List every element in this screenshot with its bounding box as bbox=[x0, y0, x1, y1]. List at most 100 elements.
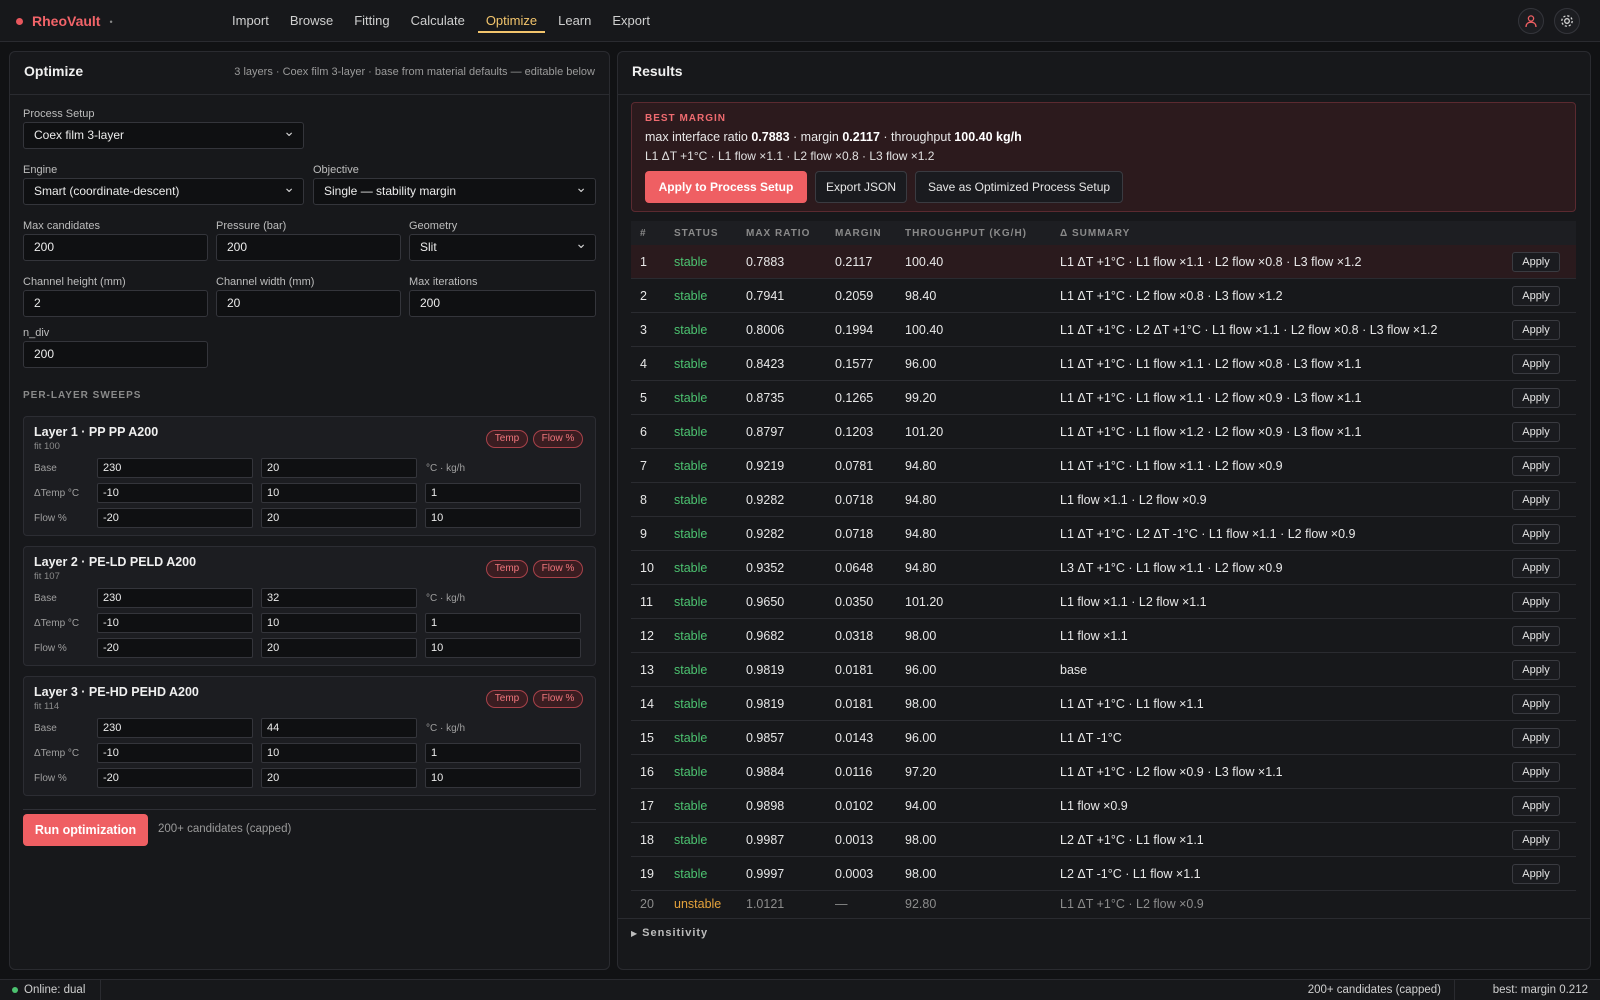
geometry-select[interactable]: Slit bbox=[409, 231, 596, 261]
table-row[interactable]: 15 stable 0.9857 0.0143 96.00 L1 ΔT -1°C Apply bbox=[631, 721, 1576, 755]
apply-row-button[interactable]: Apply bbox=[1512, 694, 1560, 714]
apply-row-button[interactable]: Apply bbox=[1512, 796, 1560, 816]
table-row[interactable]: 7 stable 0.9219 0.0781 94.80 L1 ΔT +1°C · L1 … bbox=[631, 449, 1576, 483]
engine-select[interactable]: Smart (coordinate-descent) bbox=[23, 175, 304, 205]
channel-height-input[interactable]: 2 bbox=[23, 290, 208, 317]
row-throughput: 92.80 bbox=[905, 897, 937, 911]
table-row[interactable]: 12 stable 0.9682 0.0318 98.00 L1 flow ×1.1 App… bbox=[631, 619, 1576, 653]
flow-min-input[interactable]: -20 bbox=[97, 638, 253, 658]
nav-optimize[interactable]: Optimize bbox=[478, 0, 545, 33]
sensitivity-toggle[interactable]: ▶ Sensitivity bbox=[631, 927, 708, 939]
row-margin: 0.1577 bbox=[835, 357, 874, 371]
base-flow-input[interactable]: 32 bbox=[261, 588, 417, 608]
table-row[interactable]: 3 stable 0.8006 0.1994 100.40 L1 ΔT +1°C · L2… bbox=[631, 313, 1576, 347]
table-row[interactable]: 10 stable 0.9352 0.0648 94.80 L3 ΔT +1°C · L1… bbox=[631, 551, 1576, 585]
nav-browse[interactable]: Browse bbox=[289, 13, 334, 28]
settings-button[interactable] bbox=[1554, 8, 1580, 34]
max-candidates-input[interactable]: 200 bbox=[23, 234, 208, 261]
table-row[interactable]: 16 stable 0.9884 0.0116 97.20 L1 ΔT +1°C · L2… bbox=[631, 755, 1576, 789]
apply-row-button[interactable]: Apply bbox=[1512, 524, 1560, 544]
apply-row-button[interactable]: Apply bbox=[1512, 252, 1560, 272]
dtemp-max-input[interactable]: 10 bbox=[261, 743, 417, 763]
temp-toggle[interactable]: Temp bbox=[486, 690, 528, 708]
channel-width-input[interactable]: 20 bbox=[216, 290, 401, 317]
apply-to-process-setup-button[interactable]: Apply to Process Setup bbox=[645, 171, 807, 203]
flow-step-input[interactable]: 10 bbox=[425, 508, 581, 528]
flow-min-input[interactable]: -20 bbox=[97, 768, 253, 788]
table-row[interactable]: 6 stable 0.8797 0.1203 101.20 L1 ΔT +1°C · L1… bbox=[631, 415, 1576, 449]
sensitivity-section[interactable]: ▶ Sensitivity bbox=[618, 918, 1590, 948]
max-iterations-input[interactable]: 200 bbox=[409, 290, 596, 317]
flow-toggle[interactable]: Flow % bbox=[533, 690, 583, 708]
pressure-input[interactable]: 200 bbox=[216, 234, 401, 261]
table-row[interactable]: 19 stable 0.9997 0.0003 98.00 L2 ΔT -1°C · L1… bbox=[631, 857, 1576, 891]
save-optimized-setup-button[interactable]: Save as Optimized Process Setup bbox=[915, 171, 1123, 203]
app-brand[interactable]: RheoVault • bbox=[16, 13, 113, 29]
flow-max-input[interactable]: 20 bbox=[261, 638, 417, 658]
nav-export[interactable]: Export bbox=[612, 13, 650, 28]
apply-row-button[interactable]: Apply bbox=[1512, 490, 1560, 510]
brand-caret-icon[interactable]: • bbox=[109, 17, 113, 27]
process-setup-select[interactable]: Coex film 3-layer bbox=[23, 119, 304, 149]
apply-row-button[interactable]: Apply bbox=[1512, 592, 1560, 612]
table-row[interactable]: 13 stable 0.9819 0.0181 96.00 base Apply bbox=[631, 653, 1576, 687]
apply-row-button[interactable]: Apply bbox=[1512, 864, 1560, 884]
flow-min-input[interactable]: -20 bbox=[97, 508, 253, 528]
table-row[interactable]: 14 stable 0.9819 0.0181 98.00 L1 ΔT +1°C · L1… bbox=[631, 687, 1576, 721]
table-row[interactable]: 2 stable 0.7941 0.2059 98.40 L1 ΔT +1°C · L2 … bbox=[631, 279, 1576, 313]
apply-row-button[interactable]: Apply bbox=[1512, 558, 1560, 578]
table-row[interactable]: 9 stable 0.9282 0.0718 94.80 L1 ΔT +1°C · L2 … bbox=[631, 517, 1576, 551]
table-row[interactable]: 17 stable 0.9898 0.0102 94.00 L1 flow ×0.9 App… bbox=[631, 789, 1576, 823]
dtemp-min-input[interactable]: -10 bbox=[97, 483, 253, 503]
base-temp-input[interactable]: 230 bbox=[97, 458, 253, 478]
dtemp-max-input[interactable]: 10 bbox=[261, 613, 417, 633]
apply-row-button[interactable]: Apply bbox=[1512, 456, 1560, 476]
table-row[interactable]: 18 stable 0.9987 0.0013 98.00 L2 ΔT +1°C · L1… bbox=[631, 823, 1576, 857]
apply-row-button[interactable]: Apply bbox=[1512, 354, 1560, 374]
user-button[interactable] bbox=[1518, 8, 1544, 34]
apply-row-button[interactable]: Apply bbox=[1512, 388, 1560, 408]
temp-toggle[interactable]: Temp bbox=[486, 430, 528, 448]
flow-step-input[interactable]: 10 bbox=[425, 768, 581, 788]
table-row[interactable]: 8 stable 0.9282 0.0718 94.80 L1 flow ×1.1 · L… bbox=[631, 483, 1576, 517]
table-row[interactable]: 4 stable 0.8423 0.1577 96.00 L1 ΔT +1°C · L1 … bbox=[631, 347, 1576, 381]
flow-max-input[interactable]: 20 bbox=[261, 508, 417, 528]
dtemp-step-input[interactable]: 1 bbox=[425, 743, 581, 763]
apply-row-button[interactable]: Apply bbox=[1512, 660, 1560, 680]
dtemp-step-input[interactable]: 1 bbox=[425, 483, 581, 503]
table-row[interactable]: 11 stable 0.9650 0.0350 101.20 L1 flow ×1.1 ·… bbox=[631, 585, 1576, 619]
base-row-label: Base bbox=[34, 463, 57, 474]
apply-row-button[interactable]: Apply bbox=[1512, 626, 1560, 646]
row-status: stable bbox=[674, 731, 708, 745]
nav-fitting[interactable]: Fitting bbox=[354, 13, 390, 28]
flow-toggle[interactable]: Flow % bbox=[533, 430, 583, 448]
run-optimization-button[interactable]: Run optimization bbox=[23, 814, 148, 846]
nav-calculate[interactable]: Calculate bbox=[410, 13, 465, 28]
apply-row-button[interactable]: Apply bbox=[1512, 728, 1560, 748]
base-temp-input[interactable]: 230 bbox=[97, 588, 253, 608]
nav-import[interactable]: Import bbox=[232, 13, 269, 28]
apply-row-button[interactable]: Apply bbox=[1512, 830, 1560, 850]
base-flow-input[interactable]: 44 bbox=[261, 718, 417, 738]
flow-toggle[interactable]: Flow % bbox=[533, 560, 583, 578]
table-row[interactable]: 5 stable 0.8735 0.1265 99.20 L1 ΔT +1°C · L1 … bbox=[631, 381, 1576, 415]
export-json-button[interactable]: Export JSON bbox=[815, 171, 907, 203]
apply-row-button[interactable]: Apply bbox=[1512, 286, 1560, 306]
objective-select[interactable]: Single — stability margin bbox=[313, 175, 596, 205]
table-row[interactable]: 20 unstable 1.0121 — 92.80 L1 ΔT +1°C · L2 fl… bbox=[631, 891, 1576, 918]
dtemp-min-input[interactable]: -10 bbox=[97, 613, 253, 633]
dtemp-step-input[interactable]: 1 bbox=[425, 613, 581, 633]
flow-max-input[interactable]: 20 bbox=[261, 768, 417, 788]
base-temp-input[interactable]: 230 bbox=[97, 718, 253, 738]
apply-row-button[interactable]: Apply bbox=[1512, 762, 1560, 782]
temp-toggle[interactable]: Temp bbox=[486, 560, 528, 578]
n-div-input[interactable]: 200 bbox=[23, 341, 208, 368]
table-row[interactable]: 1 stable 0.7883 0.2117 100.40 L1 ΔT +1°C · L1… bbox=[631, 245, 1576, 279]
apply-row-button[interactable]: Apply bbox=[1512, 320, 1560, 340]
nav-learn[interactable]: Learn bbox=[558, 13, 592, 28]
base-flow-input[interactable]: 20 bbox=[261, 458, 417, 478]
dtemp-min-input[interactable]: -10 bbox=[97, 743, 253, 763]
apply-row-button[interactable]: Apply bbox=[1512, 422, 1560, 442]
flow-step-input[interactable]: 10 bbox=[425, 638, 581, 658]
dtemp-max-input[interactable]: 10 bbox=[261, 483, 417, 503]
